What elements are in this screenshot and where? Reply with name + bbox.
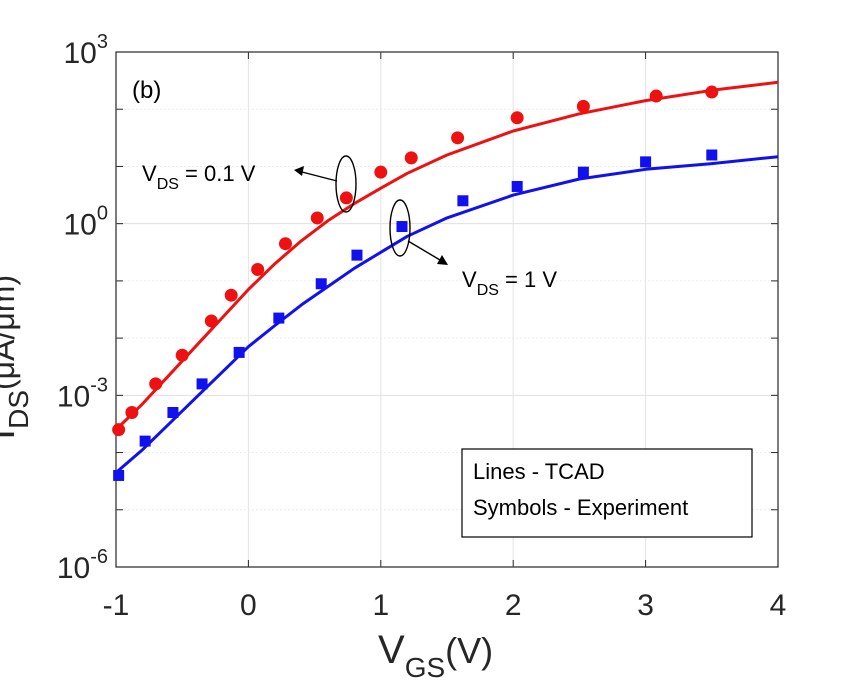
experiment-point-series-1 (396, 221, 408, 233)
annotation-label-vds-1: VDS = 1 V (462, 267, 557, 299)
experiment-point-series-1 (233, 346, 245, 358)
experiment-point-series-0 (251, 262, 265, 276)
experiment-point-series-0 (705, 85, 719, 99)
experiment-point-series-1 (196, 378, 208, 390)
legend-box (461, 448, 753, 538)
x-axis-title: VGS(V) (378, 628, 493, 683)
experiment-point-series-0 (175, 348, 189, 362)
y-axis-title-sub: DS (3, 390, 34, 429)
experiment-point-series-0 (576, 99, 590, 113)
x-axis-title-sub: GS (405, 652, 445, 683)
experiment-point-series-1 (167, 407, 179, 418)
x-tick-label: 0 (240, 589, 257, 622)
experiment-point-series-0 (339, 191, 353, 205)
experiment-point-series-1 (511, 180, 523, 192)
x-tick-label: -1 (103, 589, 130, 622)
annotation-arrow-vds-0-1 (301, 171, 338, 182)
experiment-point-series-0 (451, 131, 465, 145)
y-tick-label: 10-3 (57, 374, 108, 413)
x-tick-label: 1 (372, 589, 389, 622)
y-axis-title-unit: (μA/μm) (0, 275, 21, 390)
grid (116, 52, 778, 567)
legend: Lines - TCAD Symbols - Experiment (461, 448, 753, 538)
annotation-ellipse-vds-1 (389, 199, 411, 257)
experiment-point-series-0 (224, 288, 238, 302)
y-tick-label: 103 (64, 31, 109, 70)
experiment-point-series-1 (706, 149, 718, 161)
experiment-point-series-0 (149, 377, 163, 391)
tcad-line-series-1 (115, 155, 779, 474)
experiment-point-series-0 (204, 314, 218, 328)
x-tick-label: 2 (505, 589, 522, 622)
legend-line-tcad: Lines - TCAD (473, 459, 605, 484)
arrowhead-icon (294, 166, 304, 176)
y-axis-title-main: I (0, 429, 23, 440)
experiment-point-series-1 (351, 249, 363, 261)
x-tick-label: 3 (637, 589, 654, 622)
experiment-point-series-1 (315, 278, 327, 290)
legend-line-experiment: Symbols - Experiment (473, 495, 688, 520)
annotation-label-vds-0-1: VDS = 0.1 V (142, 161, 256, 193)
x-tick-label: 4 (770, 589, 787, 622)
experiment-point-series-0 (374, 165, 388, 179)
x-axis-title-main: V (378, 628, 405, 672)
experiment-point-series-0 (112, 423, 126, 437)
experiment-point-series-1 (640, 156, 652, 168)
ticks: -1 0 1 2 3 4 10-6 10-3 100 103 (57, 31, 787, 622)
curves (114, 80, 779, 474)
experiment-point-series-1 (139, 435, 151, 447)
experiment-point-series-0 (649, 89, 663, 103)
experiment-point-series-1 (457, 195, 469, 207)
experiment-point-series-0 (310, 211, 324, 225)
y-tick-label: 100 (64, 203, 109, 242)
x-axis-title-unit: (V) (445, 630, 493, 671)
y-tick-label: 10-6 (57, 546, 108, 585)
experiment-point-series-0 (404, 151, 418, 165)
experiment-point-series-1 (273, 312, 285, 324)
panel-label: (b) (132, 77, 161, 104)
experiment-point-series-1 (113, 469, 125, 481)
tcad-line-series-0 (114, 80, 779, 431)
annotation-arrow-vds-1 (407, 240, 441, 261)
arrowhead-icon (437, 255, 448, 265)
y-axis-title: IDS(μA/μm) (0, 275, 34, 440)
experiment-point-series-0 (278, 237, 292, 251)
experiment-point-series-0 (510, 111, 524, 125)
markers (112, 85, 719, 481)
experiment-point-series-0 (125, 406, 139, 419)
experiment-point-series-1 (577, 166, 589, 178)
annotation-ellipse-vds-0-1 (335, 155, 357, 213)
